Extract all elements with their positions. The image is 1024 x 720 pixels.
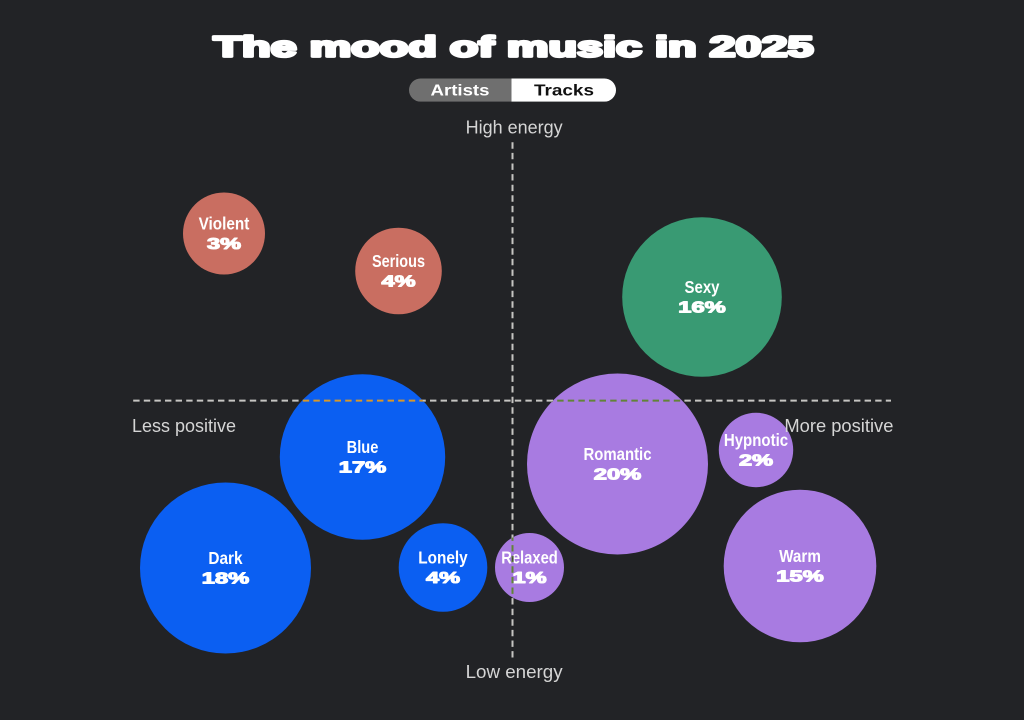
svg-text:Violent: Violent — [199, 214, 250, 234]
svg-text:Romantic: Romantic — [584, 444, 652, 464]
svg-text:4%: 4% — [382, 274, 416, 291]
svg-text:Warm: Warm — [779, 546, 821, 566]
svg-text:18%: 18% — [202, 571, 250, 588]
svg-text:Low energy: Low energy — [466, 661, 564, 682]
svg-text:Serious: Serious — [372, 251, 425, 271]
svg-text:Hypnotic: Hypnotic — [724, 430, 789, 450]
svg-text:Less positive: Less positive — [132, 415, 236, 436]
svg-text:High energy: High energy — [466, 116, 564, 137]
svg-text:Sexy: Sexy — [685, 277, 720, 297]
svg-text:The mood of music in 2025: The mood of music in 2025 — [214, 31, 814, 63]
svg-text:3%: 3% — [207, 236, 241, 253]
svg-text:Artists: Artists — [431, 83, 490, 100]
svg-text:More positive: More positive — [784, 415, 893, 436]
svg-text:15%: 15% — [776, 569, 824, 586]
svg-text:17%: 17% — [339, 460, 387, 477]
svg-text:Relaxed: Relaxed — [501, 548, 558, 568]
svg-text:Lonely: Lonely — [418, 548, 468, 568]
svg-text:16%: 16% — [678, 300, 726, 317]
svg-text:Dark: Dark — [208, 548, 242, 568]
svg-text:1%: 1% — [513, 570, 547, 587]
svg-text:20%: 20% — [594, 467, 642, 484]
svg-text:Blue: Blue — [347, 437, 379, 457]
svg-text:2%: 2% — [739, 453, 773, 470]
svg-text:Tracks: Tracks — [534, 83, 594, 100]
svg-text:4%: 4% — [426, 570, 460, 587]
